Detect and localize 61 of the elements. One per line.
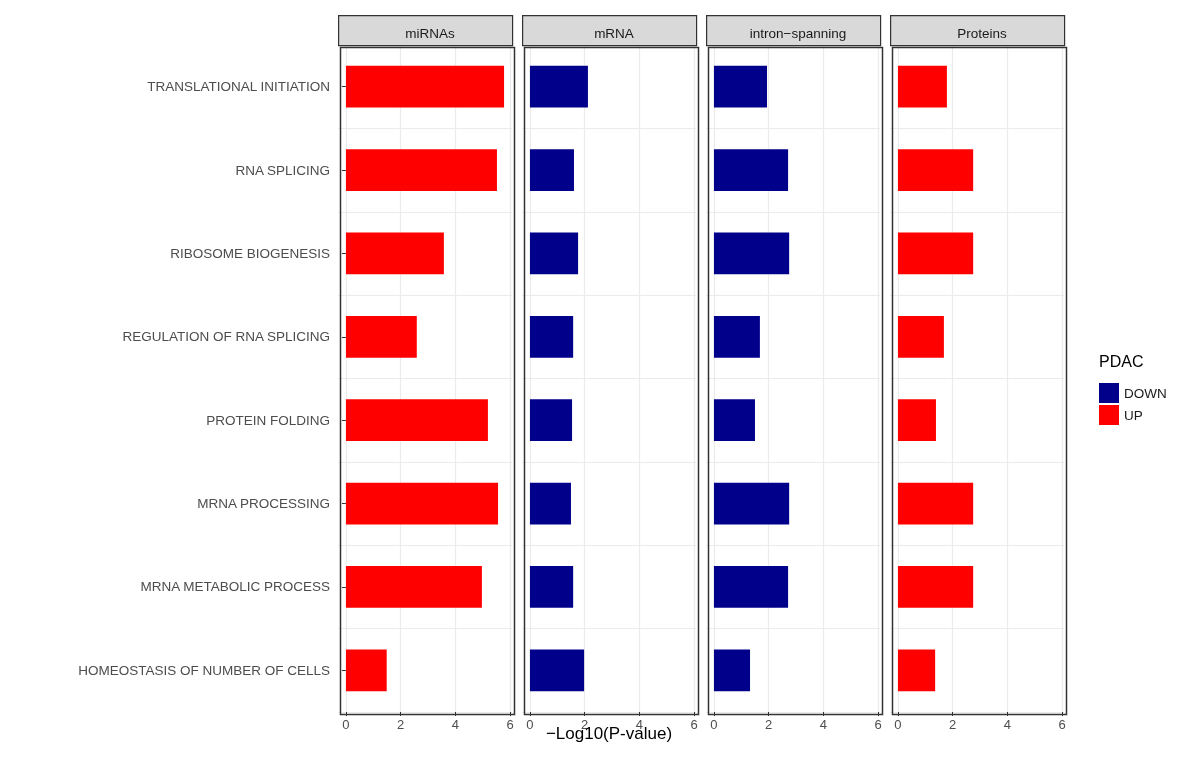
x-tick-label: 6 [690,717,698,732]
bar [345,482,499,525]
x-tick-label: 4 [451,717,459,732]
bar [345,315,417,358]
chart-title: miRNAs [405,25,455,41]
bar [713,566,789,608]
bar [897,232,974,275]
bar [713,315,760,358]
bar [897,649,936,692]
bar [345,649,387,692]
bar [345,149,497,191]
bar [897,566,974,608]
bar [713,65,768,108]
bar [529,232,579,275]
x-tick-label: 4 [819,717,827,732]
bar [713,482,790,525]
x-tick-label: 2 [765,717,773,732]
bar [713,232,790,275]
x-tick-label: 2 [397,717,405,732]
x-tick-label: 6 [1058,717,1066,732]
bar [897,399,936,442]
bar [529,649,585,692]
x-tick-label: 0 [894,717,902,732]
legend-label: DOWN [1124,385,1167,401]
y-tick-label: MRNA PROCESSING [197,496,330,512]
y-tick-label: HOMEOSTASIS OF NUMBER OF CELLS [78,662,330,678]
bar [897,482,974,525]
y-tick-label: TRANSLATIONAL INITIATION [147,79,330,95]
y-tick-label: RIBOSOME BIOGENESIS [170,245,330,261]
bar [529,399,573,442]
bar [713,649,751,692]
bar [345,232,444,275]
y-tick-label: MRNA METABOLIC PROCESS [140,579,330,595]
chart-title: mRNA [594,25,634,41]
bar [713,399,755,442]
bar [897,149,974,191]
y-tick-label: RNA SPLICING [235,162,330,178]
x-tick-label: 4 [1003,717,1011,732]
x-tick-label: 0 [342,717,350,732]
bar [345,566,482,608]
bar [345,65,505,108]
chart-title: intron−spanning [749,25,847,41]
x-tick-label: 2 [949,717,957,732]
x-tick-label: 0 [710,717,718,732]
bar [529,149,574,191]
bar [897,65,947,108]
bar [713,149,789,191]
bar [529,315,574,358]
x-tick-label: 6 [506,717,514,732]
legend-title: PDAC [1099,352,1144,370]
y-tick-label: REGULATION OF RNA SPLICING [122,329,330,345]
bar [529,566,574,608]
legend-label: UP [1124,407,1143,423]
y-tick-label: PROTEIN FOLDING [206,412,330,428]
bar [897,315,944,358]
bar [529,65,588,108]
bar [529,482,571,525]
x-tick-label: 0 [526,717,534,732]
bar [345,399,488,442]
chart-title: Proteins [957,25,1008,41]
x-tick-label: 6 [874,717,882,732]
